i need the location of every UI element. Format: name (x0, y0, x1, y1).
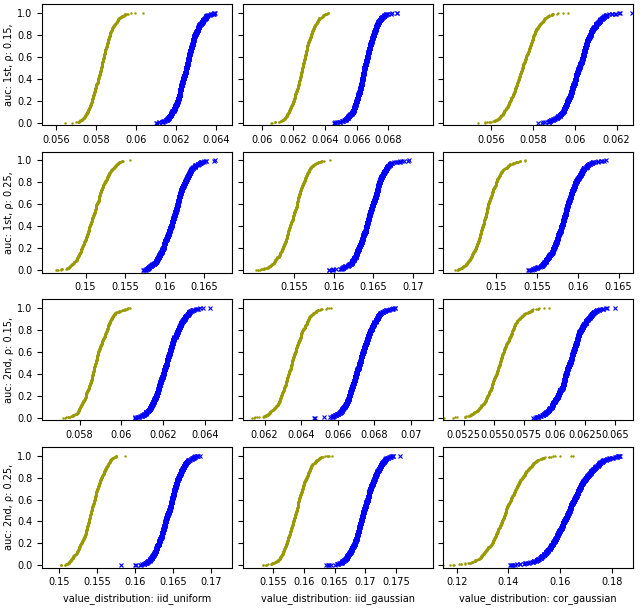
X-axis label: value_distribution: cor_gaussian: value_distribution: cor_gaussian (460, 593, 617, 604)
Y-axis label: auc: 1st, ρ: 0.25,: auc: 1st, ρ: 0.25, (4, 171, 14, 254)
Y-axis label: auc: 1st, ρ: 0.15,: auc: 1st, ρ: 0.15, (4, 23, 14, 106)
X-axis label: value_distribution: iid_gaussian: value_distribution: iid_gaussian (260, 593, 415, 604)
Y-axis label: auc: 2nd, ρ: 0.15,: auc: 2nd, ρ: 0.15, (4, 317, 14, 402)
Y-axis label: auc: 2nd, ρ: 0.25,: auc: 2nd, ρ: 0.25, (4, 464, 14, 550)
X-axis label: value_distribution: iid_uniform: value_distribution: iid_uniform (63, 593, 211, 604)
